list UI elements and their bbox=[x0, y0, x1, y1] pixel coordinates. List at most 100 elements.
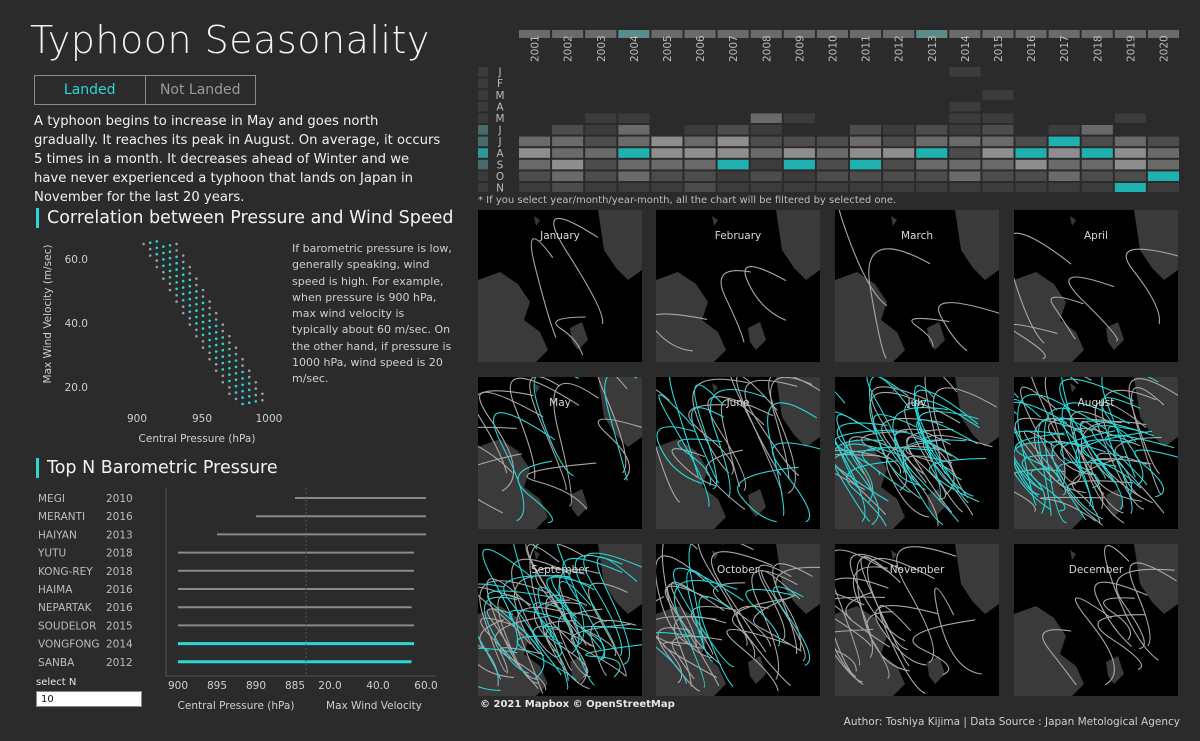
heatmap-cell[interactable] bbox=[949, 125, 981, 135]
heatmap-cell[interactable] bbox=[552, 125, 584, 135]
heatmap-cell[interactable] bbox=[916, 159, 948, 170]
month-header-cell[interactable] bbox=[478, 113, 488, 123]
heatmap-cell[interactable] bbox=[783, 159, 815, 170]
heatmap-cell[interactable] bbox=[783, 136, 815, 147]
heatmap-cell[interactable] bbox=[783, 183, 815, 192]
map-september[interactable]: September bbox=[478, 544, 642, 696]
year-label[interactable]: 2017 bbox=[1059, 35, 1071, 62]
landed-button[interactable]: Landed bbox=[35, 76, 146, 104]
month-header-cell[interactable] bbox=[478, 67, 488, 77]
heatmap-cell[interactable] bbox=[618, 125, 650, 135]
heatmap-cell[interactable] bbox=[750, 113, 782, 123]
map-july[interactable]: July bbox=[835, 377, 999, 529]
heatmap-cell[interactable] bbox=[1114, 113, 1146, 123]
heatmap-cell[interactable] bbox=[519, 171, 551, 181]
heatmap-cell[interactable] bbox=[949, 148, 981, 158]
heatmap-cell[interactable] bbox=[816, 148, 848, 158]
heatmap-cell[interactable] bbox=[750, 125, 782, 135]
month-header-cell[interactable] bbox=[478, 183, 488, 192]
heatmap-cell[interactable] bbox=[717, 148, 749, 158]
year-label[interactable]: 2015 bbox=[993, 35, 1005, 62]
heatmap-cell[interactable] bbox=[618, 159, 650, 170]
month-label[interactable]: F bbox=[497, 78, 503, 90]
heatmap-cell[interactable] bbox=[552, 159, 584, 170]
year-header-cell[interactable] bbox=[618, 30, 650, 38]
heatmap-cell[interactable] bbox=[783, 113, 815, 123]
heatmap-cell[interactable] bbox=[750, 159, 782, 170]
heatmap-cell[interactable] bbox=[1015, 171, 1047, 181]
map-january[interactable]: January bbox=[478, 210, 642, 362]
heatmap-cell[interactable] bbox=[1114, 159, 1146, 170]
not-landed-button[interactable]: Not Landed bbox=[159, 82, 241, 98]
heatmap-cell[interactable] bbox=[519, 159, 551, 170]
heatmap-cell[interactable] bbox=[916, 183, 948, 192]
month-label[interactable]: J bbox=[497, 125, 501, 137]
heatmap-cell[interactable] bbox=[816, 171, 848, 181]
map-november[interactable]: November bbox=[835, 544, 999, 696]
heatmap-cell[interactable] bbox=[684, 136, 716, 147]
heatmap-cell[interactable] bbox=[1081, 159, 1113, 170]
year-label[interactable]: 2003 bbox=[596, 35, 608, 62]
heatmap-cell[interactable] bbox=[883, 125, 915, 135]
month-header-cell[interactable] bbox=[478, 125, 488, 135]
year-header-cell[interactable] bbox=[816, 30, 848, 38]
heatmap-cell[interactable] bbox=[949, 113, 981, 123]
month-header-cell[interactable] bbox=[478, 78, 488, 89]
year-label[interactable]: 2007 bbox=[728, 35, 740, 62]
year-header-cell[interactable] bbox=[552, 30, 584, 38]
year-header-cell[interactable] bbox=[949, 30, 981, 38]
month-label[interactable]: J bbox=[497, 136, 501, 148]
heatmap-cell[interactable] bbox=[1147, 183, 1179, 192]
select-n-input[interactable]: 10 bbox=[36, 691, 142, 707]
year-label[interactable]: 2014 bbox=[960, 35, 972, 62]
heatmap-cell[interactable] bbox=[585, 183, 617, 192]
map-march[interactable]: March bbox=[835, 210, 999, 362]
year-label[interactable]: 2006 bbox=[695, 35, 707, 62]
map-april[interactable]: April bbox=[1014, 210, 1178, 362]
heatmap-cell[interactable] bbox=[717, 183, 749, 192]
heatmap-cell[interactable] bbox=[1048, 148, 1080, 158]
heatmap-cell[interactable] bbox=[982, 171, 1014, 181]
map-february[interactable]: February bbox=[656, 210, 820, 362]
year-label[interactable]: 2020 bbox=[1158, 35, 1170, 62]
heatmap-cell[interactable] bbox=[949, 136, 981, 147]
year-label[interactable]: 2005 bbox=[662, 35, 674, 62]
heatmap-cell[interactable] bbox=[982, 90, 1014, 100]
heatmap-cell[interactable] bbox=[949, 101, 981, 112]
month-label[interactable]: O bbox=[496, 171, 504, 183]
heatmap-cell[interactable] bbox=[1147, 171, 1179, 181]
heatmap-cell[interactable] bbox=[684, 171, 716, 181]
heatmap-cell[interactable] bbox=[883, 148, 915, 158]
year-header-cell[interactable] bbox=[1147, 30, 1179, 38]
heatmap-cell[interactable] bbox=[816, 159, 848, 170]
month-header-cell[interactable] bbox=[478, 136, 488, 147]
heatmap-cell[interactable] bbox=[684, 148, 716, 158]
heatmap-cell[interactable] bbox=[982, 136, 1014, 147]
heatmap-cell[interactable] bbox=[717, 136, 749, 147]
heatmap-cell[interactable] bbox=[1081, 148, 1113, 158]
month-header-cell[interactable] bbox=[478, 101, 488, 112]
heatmap-cell[interactable] bbox=[1048, 136, 1080, 147]
year-label[interactable]: 2012 bbox=[894, 35, 906, 62]
heatmap-cell[interactable] bbox=[552, 183, 584, 192]
month-label[interactable]: J bbox=[497, 67, 501, 79]
month-header-cell[interactable] bbox=[478, 171, 488, 181]
heatmap-cell[interactable] bbox=[618, 171, 650, 181]
heatmap-cell[interactable] bbox=[816, 183, 848, 192]
heatmap-cell[interactable] bbox=[684, 125, 716, 135]
heatmap-cell[interactable] bbox=[916, 136, 948, 147]
heatmap-cell[interactable] bbox=[717, 125, 749, 135]
heatmap-cell[interactable] bbox=[651, 159, 683, 170]
month-label[interactable]: S bbox=[497, 159, 504, 171]
heatmap-cell[interactable] bbox=[982, 125, 1014, 135]
year-header-cell[interactable] bbox=[883, 30, 915, 38]
heatmap-cell[interactable] bbox=[1048, 171, 1080, 181]
heatmap-cell[interactable] bbox=[750, 136, 782, 147]
year-header-cell[interactable] bbox=[1081, 30, 1113, 38]
heatmap-cell[interactable] bbox=[552, 136, 584, 147]
map-august[interactable]: August bbox=[1014, 377, 1178, 529]
heatmap-cell[interactable] bbox=[982, 183, 1014, 192]
heatmap-cell[interactable] bbox=[750, 171, 782, 181]
heatmap-cell[interactable] bbox=[552, 171, 584, 181]
heatmap-cell[interactable] bbox=[651, 171, 683, 181]
